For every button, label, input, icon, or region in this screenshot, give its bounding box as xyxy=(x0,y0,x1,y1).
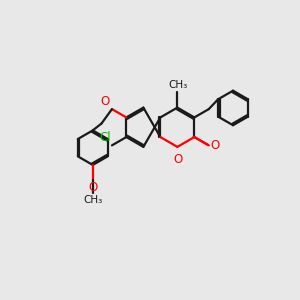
Text: CH₃: CH₃ xyxy=(168,80,188,90)
Text: CH₃: CH₃ xyxy=(83,194,102,205)
Text: O: O xyxy=(88,182,98,194)
Text: O: O xyxy=(211,139,220,152)
Text: O: O xyxy=(101,95,110,108)
Text: O: O xyxy=(173,153,182,166)
Text: Cl: Cl xyxy=(99,131,111,145)
